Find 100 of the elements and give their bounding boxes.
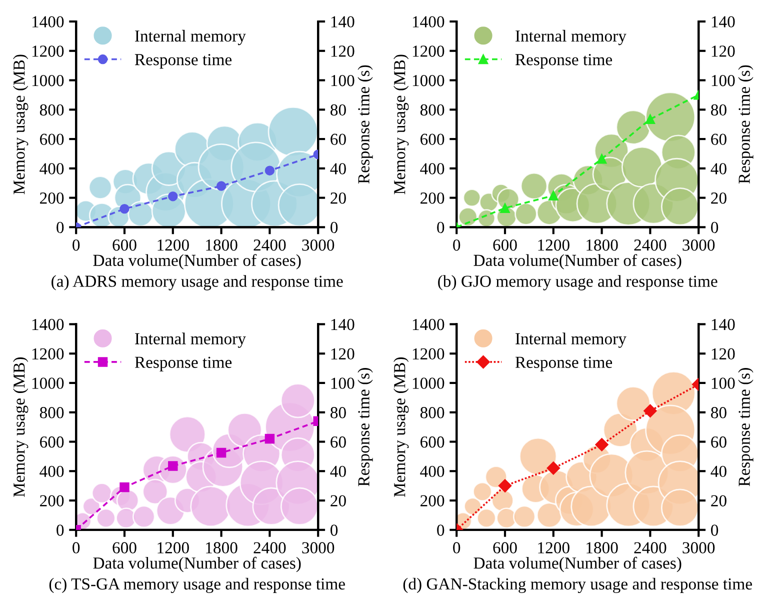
x-tick-label: 1200	[158, 542, 189, 554]
y2-axis-title: Response time (s)	[358, 368, 373, 486]
y-axis-title: Memory usage (MB)	[13, 54, 28, 194]
y2-tick-label: 140	[712, 318, 735, 330]
x-tick-label: 1800	[206, 239, 238, 251]
legend-label: Internal memory	[516, 332, 626, 348]
text: (b) GJO memory usage and response time	[438, 275, 718, 290]
y2-tick-label: 120	[331, 348, 354, 360]
text: (c) TS-GA memory usage and response time	[49, 578, 345, 594]
x-tick-label: 0	[453, 542, 460, 554]
y2-tick-label: 0	[711, 524, 718, 536]
legend-label: Response time	[515, 356, 612, 372]
y-tick-label: 800	[420, 104, 444, 116]
y-tick-label: 200	[420, 192, 444, 204]
y-axis-title: Memory usage (MB)	[394, 357, 409, 497]
x-tick-label: 2400	[634, 542, 666, 554]
y2-tick-label: 80	[330, 407, 346, 418]
text: (a) ADRS memory usage and response time	[52, 275, 343, 290]
y-tick-label: 400	[420, 163, 444, 174]
x-tick-label: 600	[493, 542, 517, 554]
y2-tick-label: 100	[331, 74, 354, 86]
y2-axis-title: Response time (s)	[738, 65, 754, 184]
y2-tick-label: 140	[712, 16, 735, 28]
x-axis-title: Data volume(Number of cases)	[474, 556, 682, 572]
y-tick-label: 1000	[412, 74, 444, 86]
y2-tick-label: 60	[711, 436, 726, 448]
text: (d) GAN-Stacking memory usage and response time	[403, 578, 752, 594]
y-tick-label: 1400	[412, 16, 444, 28]
legend-label: Internal memory	[135, 332, 246, 348]
x-axis-title: Data volume(Number of cases)	[474, 254, 682, 270]
x-tick-label: 3000	[682, 239, 715, 251]
y2-tick-label: 40	[330, 466, 346, 478]
y-tick-label: 0	[437, 222, 444, 234]
y2-tick-label: 40	[710, 466, 726, 478]
legend-label: Response time	[134, 54, 232, 69]
x-tick-label: 1800	[206, 542, 238, 554]
y2-tick-label: 100	[712, 378, 735, 389]
x-tick-label: 1800	[586, 239, 618, 251]
y-tick-label: 800	[40, 104, 64, 116]
y-tick-label: 800	[40, 407, 64, 418]
y2-axis-title: Response time (s)	[358, 65, 373, 184]
x-tick-label: 0	[72, 542, 80, 554]
x-tick-label: 600	[112, 542, 136, 554]
y2-tick-label: 120	[712, 46, 735, 57]
y-tick-label: 0	[437, 524, 444, 536]
legend-label: Response time	[515, 54, 612, 69]
x-tick-label: 2400	[634, 239, 666, 251]
y2-tick-label: 100	[712, 74, 735, 86]
y-tick-label: 0	[56, 524, 64, 536]
y2-tick-label: 20	[330, 192, 346, 204]
x-tick-label: 600	[493, 239, 517, 251]
y2-tick-label: 80	[330, 104, 346, 116]
y-tick-label: 1000	[32, 378, 64, 389]
y2-tick-label: 60	[330, 134, 346, 145]
y-tick-label: 1200	[412, 348, 444, 360]
y2-tick-label: 100	[331, 378, 354, 389]
y2-tick-label: 20	[711, 192, 726, 204]
y2-tick-label: 20	[330, 495, 346, 506]
y-tick-label: 200	[40, 192, 64, 204]
y-tick-label: 1400	[32, 16, 64, 28]
y-tick-label: 1400	[412, 318, 444, 330]
y-tick-label: 1200	[412, 46, 444, 57]
y2-tick-label: 60	[711, 134, 726, 145]
y-tick-label: 200	[420, 495, 444, 506]
x-tick-label: 1200	[158, 239, 189, 251]
x-tick-label: 0	[72, 239, 80, 251]
x-axis-title: Data volume(Number of cases)	[93, 254, 301, 270]
x-tick-label: 1200	[538, 542, 570, 554]
y-tick-label: 400	[420, 466, 444, 478]
y2-tick-label: 60	[330, 436, 346, 448]
y-tick-label: 1000	[412, 378, 444, 389]
y2-tick-label: 120	[331, 46, 354, 57]
x-tick-label: 3000	[302, 239, 334, 251]
y-tick-label: 1200	[32, 348, 64, 360]
x-tick-label: 2400	[254, 239, 286, 251]
y2-tick-label: 20	[711, 495, 726, 506]
x-tick-label: 3000	[682, 542, 715, 554]
y2-tick-label: 140	[331, 318, 354, 330]
y2-tick-label: 0	[330, 524, 338, 536]
y-tick-label: 600	[40, 436, 64, 448]
y2-tick-label: 80	[711, 104, 726, 116]
y2-tick-label: 0	[330, 222, 338, 234]
y-tick-label: 1400	[32, 318, 64, 330]
y-axis-title: Memory usage (MB)	[13, 357, 28, 497]
y-tick-label: 800	[420, 407, 444, 418]
y2-tick-label: 120	[712, 348, 735, 360]
y-tick-label: 0	[56, 222, 64, 234]
y2-tick-label: 140	[331, 16, 354, 28]
y-axis-title: Memory usage (MB)	[394, 54, 409, 194]
y-tick-label: 600	[420, 436, 444, 448]
x-tick-label: 600	[112, 239, 136, 251]
y-tick-label: 400	[40, 163, 64, 174]
y-tick-label: 600	[420, 134, 444, 145]
y2-tick-label: 40	[710, 163, 726, 174]
legend-label: Internal memory	[516, 30, 626, 46]
y2-tick-label: 40	[330, 163, 346, 174]
y-tick-label: 1000	[32, 74, 64, 86]
y2-tick-label: 80	[711, 407, 726, 418]
y-tick-label: 1200	[32, 46, 64, 57]
x-axis-title: Data volume(Number of cases)	[93, 556, 301, 572]
